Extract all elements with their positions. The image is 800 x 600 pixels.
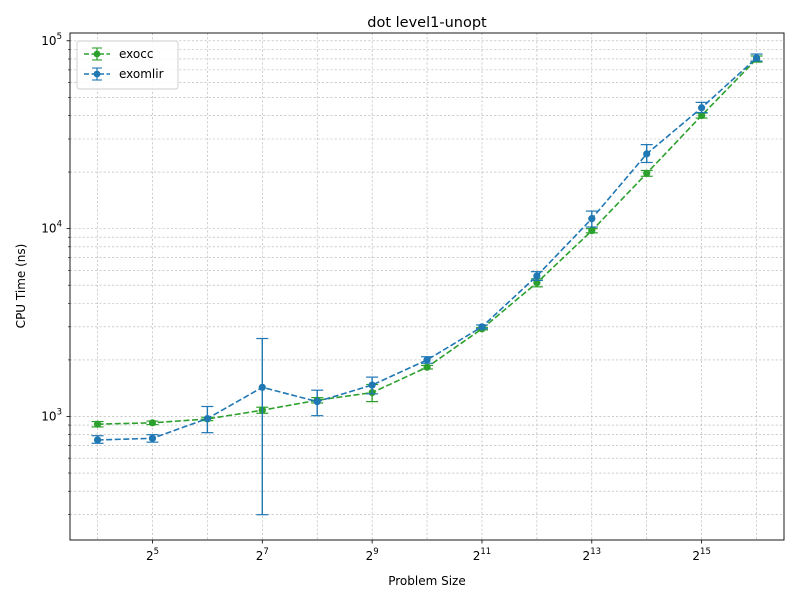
x-axis-label: Problem Size: [388, 574, 466, 588]
y-tick-label: 103: [41, 407, 62, 423]
data-point: [148, 434, 157, 442]
legend: exocc exomlir: [76, 40, 179, 90]
data-point: [588, 215, 596, 223]
x-tick-label: 211: [473, 547, 491, 563]
data-point: [423, 363, 431, 371]
x-tick-label: 215: [692, 547, 710, 563]
plot-series: [91, 53, 763, 516]
x-tick-label: 213: [583, 547, 601, 563]
x-tick-label: 27: [256, 547, 269, 563]
x-tick-label: 29: [366, 547, 379, 563]
legend-label: exomlir: [119, 67, 164, 81]
data-point: [93, 420, 102, 428]
data-point: [368, 381, 376, 389]
data-point: [258, 383, 266, 391]
data-point: [698, 104, 706, 112]
axes-ticks: 25 27 29 211 213 215 103 104 105: [41, 32, 711, 563]
data-point: [93, 436, 102, 444]
data-point: [533, 272, 541, 280]
data-point: [698, 111, 706, 120]
chart-title: dot level1-unopt: [367, 15, 487, 31]
legend-marker: [93, 50, 101, 58]
plot-frame: [69, 32, 785, 541]
legend-marker: [93, 70, 101, 78]
grid: [70, 33, 784, 540]
legend-label: exocc: [119, 47, 153, 61]
data-point: [203, 414, 211, 423]
data-point: [423, 356, 431, 364]
data-point: [752, 54, 761, 62]
legend-box: [76, 40, 179, 90]
y-axis-label: CPU Time (ns): [14, 244, 28, 329]
data-point: [148, 419, 157, 427]
data-point: [643, 150, 651, 158]
legend-item-exomlir: exomlir: [84, 67, 164, 81]
legend-item-exocc: exocc: [84, 47, 153, 61]
data-point: [588, 227, 596, 235]
data-point: [643, 169, 651, 177]
y-tick-label: 104: [41, 220, 62, 236]
series-exomlir: [91, 53, 763, 516]
data-point: [313, 398, 321, 406]
y-tick-label: 105: [41, 32, 62, 48]
x-tick-label: 25: [146, 547, 159, 563]
data-point: [478, 323, 486, 331]
